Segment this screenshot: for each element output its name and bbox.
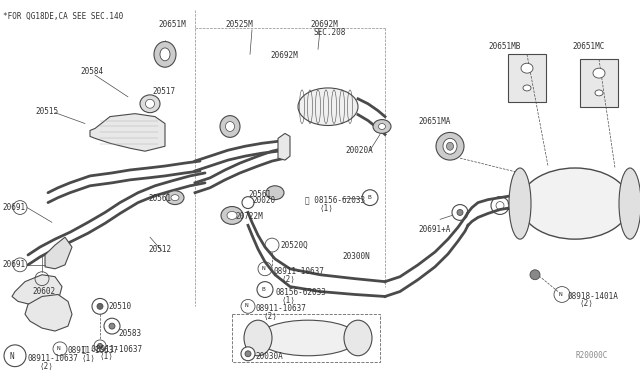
Ellipse shape (593, 68, 605, 78)
Text: 20722M: 20722M (235, 212, 263, 221)
Circle shape (97, 343, 102, 348)
Bar (580, 59, 618, 107)
Ellipse shape (258, 320, 358, 356)
Ellipse shape (154, 42, 176, 67)
Text: ⟨2⟩: ⟨2⟩ (264, 312, 278, 321)
Text: Ⓝ 08911-10637: Ⓝ 08911-10637 (82, 344, 142, 353)
Text: 20020A: 20020A (345, 146, 372, 155)
Ellipse shape (298, 88, 358, 125)
Ellipse shape (221, 206, 243, 224)
Text: 08911-10637: 08911-10637 (68, 346, 119, 355)
Bar (232, 314, 380, 362)
Polygon shape (12, 275, 62, 307)
Text: 20651M: 20651M (158, 20, 186, 29)
Ellipse shape (171, 195, 179, 201)
Ellipse shape (344, 320, 372, 356)
Text: R20000C: R20000C (575, 351, 607, 360)
Text: 20300N: 20300N (342, 252, 370, 261)
Text: 20583: 20583 (118, 329, 141, 338)
Ellipse shape (595, 90, 603, 96)
Text: 20692M: 20692M (310, 20, 338, 29)
Ellipse shape (225, 122, 234, 131)
Text: 20510: 20510 (108, 302, 131, 311)
Text: 20520Q: 20520Q (280, 241, 308, 250)
Text: 08911-10637: 08911-10637 (27, 354, 78, 363)
Ellipse shape (266, 186, 284, 200)
Ellipse shape (373, 119, 391, 134)
Bar (508, 54, 546, 102)
Ellipse shape (244, 320, 272, 356)
Text: 20561: 20561 (148, 194, 171, 203)
Ellipse shape (523, 85, 531, 91)
Ellipse shape (220, 116, 240, 137)
Text: 08911-10637: 08911-10637 (256, 304, 307, 313)
Ellipse shape (443, 138, 457, 154)
Text: 20517: 20517 (152, 87, 175, 96)
Ellipse shape (145, 99, 154, 108)
Polygon shape (25, 295, 72, 331)
Circle shape (97, 304, 103, 309)
Text: 20691: 20691 (2, 203, 25, 212)
Text: ⟨1⟩: ⟨1⟩ (320, 203, 334, 212)
Text: 20691+A: 20691+A (418, 225, 451, 234)
Ellipse shape (509, 168, 531, 239)
Text: 20515: 20515 (35, 107, 58, 116)
Polygon shape (45, 237, 72, 269)
Circle shape (109, 323, 115, 329)
Ellipse shape (227, 211, 237, 219)
Circle shape (241, 347, 255, 361)
Text: B: B (262, 286, 266, 292)
Text: N: N (57, 346, 61, 351)
Text: 20692M: 20692M (270, 51, 298, 60)
Text: 20100: 20100 (506, 203, 529, 212)
Circle shape (94, 340, 106, 352)
Text: 20512: 20512 (148, 245, 171, 254)
Ellipse shape (447, 142, 454, 150)
Text: 08156-62033: 08156-62033 (275, 288, 326, 296)
Circle shape (457, 209, 463, 215)
Text: 20651MB: 20651MB (488, 42, 520, 51)
Text: 20651MC: 20651MC (572, 42, 604, 51)
Text: ⟨1⟩: ⟨1⟩ (282, 295, 296, 304)
Circle shape (530, 270, 540, 280)
Text: ⟨2⟩: ⟨2⟩ (282, 275, 296, 284)
Text: B: B (367, 195, 371, 200)
Text: ⟨1⟩: ⟨1⟩ (100, 352, 114, 361)
Text: ⟨2⟩: ⟨2⟩ (40, 362, 54, 371)
Text: N: N (262, 266, 266, 271)
Text: 20020: 20020 (252, 196, 275, 205)
Text: 20584: 20584 (80, 67, 103, 76)
Text: 20602: 20602 (32, 286, 55, 296)
Text: N: N (10, 352, 15, 361)
Text: SEC.208: SEC.208 (313, 28, 346, 37)
Ellipse shape (520, 168, 630, 239)
Ellipse shape (166, 191, 184, 205)
Circle shape (104, 318, 120, 334)
Circle shape (245, 351, 251, 357)
Circle shape (242, 197, 254, 209)
Ellipse shape (140, 95, 160, 113)
Text: 20561: 20561 (248, 190, 271, 199)
Text: Ⓑ 08156-62033: Ⓑ 08156-62033 (305, 196, 365, 205)
Text: N: N (245, 304, 249, 308)
Text: 20525M: 20525M (225, 20, 253, 29)
Text: ⟨1⟩: ⟨1⟩ (82, 354, 96, 363)
Text: *FOR QG18DE,CA SEE SEC.140: *FOR QG18DE,CA SEE SEC.140 (3, 12, 124, 21)
Text: 08918-1401A: 08918-1401A (568, 292, 619, 301)
Text: N: N (559, 292, 563, 296)
Ellipse shape (160, 48, 170, 61)
Polygon shape (90, 113, 165, 151)
Polygon shape (278, 134, 290, 160)
Text: ⟨2⟩: ⟨2⟩ (580, 299, 594, 308)
Ellipse shape (436, 132, 464, 160)
Ellipse shape (521, 63, 533, 73)
Text: 20651MA: 20651MA (418, 116, 451, 126)
Text: 08911-10637: 08911-10637 (274, 267, 325, 276)
Circle shape (92, 298, 108, 314)
Ellipse shape (378, 124, 385, 129)
Ellipse shape (619, 168, 640, 239)
Text: 20030A: 20030A (255, 352, 283, 361)
Text: 20691: 20691 (2, 260, 25, 269)
